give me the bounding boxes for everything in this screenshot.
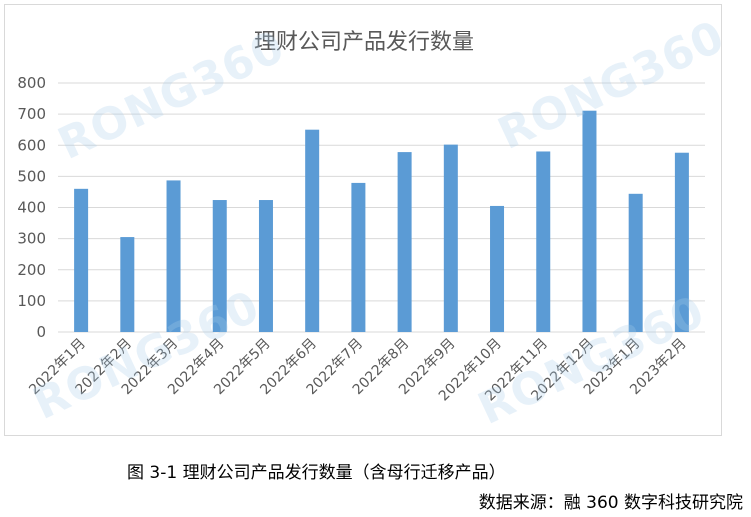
bar: [443, 144, 458, 332]
y-tick-label: 300: [17, 230, 46, 248]
bar: [351, 182, 366, 332]
y-tick-label: 800: [17, 74, 46, 92]
bar: [305, 129, 320, 332]
bar: [490, 205, 505, 332]
gridlines: [58, 82, 705, 333]
bar: [582, 110, 597, 332]
y-tick-label: 200: [17, 261, 46, 279]
y-tick-label: 0: [36, 323, 46, 341]
y-tick-label: 100: [17, 292, 46, 310]
bar: [212, 200, 227, 332]
y-axis-ticks: 0 100 200 300 400 500 600 700 800: [17, 74, 46, 341]
bar: [397, 152, 412, 332]
bar: [628, 193, 643, 332]
x-axis-ticks: 2022年1月2022年2月2022年3月2022年4月2022年5月2022年…: [26, 336, 689, 405]
bar: [74, 188, 89, 332]
bar: [258, 200, 273, 332]
chart-frame: 理财公司产品发行数量 0 100 200 300 400 500 600 700 800 202…: [4, 4, 722, 436]
y-tick-label: 700: [17, 105, 46, 123]
bar: [674, 152, 689, 332]
bars: [74, 110, 689, 332]
bar: [536, 151, 551, 332]
y-tick-label: 500: [17, 167, 46, 185]
data-source: 数据来源：融 360 数字科技研究院: [478, 493, 743, 513]
bar: [120, 237, 135, 332]
bar-chart: 理财公司产品发行数量 0 100 200 300 400 500 600 700 800 202…: [17, 30, 705, 405]
y-tick-label: 600: [17, 136, 46, 154]
bar: [166, 180, 181, 332]
chart-title: 理财公司产品发行数量: [254, 30, 474, 55]
figure-caption: 图 3-1 理财公司产品发行数量（含母行迁移产品）: [127, 463, 506, 483]
y-tick-label: 400: [17, 199, 46, 217]
